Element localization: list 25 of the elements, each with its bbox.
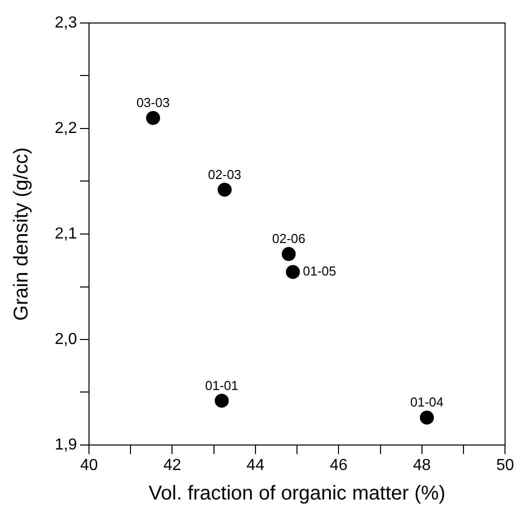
y-tick-label: 2,1 bbox=[54, 225, 78, 242]
point bbox=[218, 182, 232, 197]
x-tick-label: 44 bbox=[246, 457, 264, 474]
point bbox=[146, 110, 160, 125]
y-axis-title: Grain density (g/cc) bbox=[10, 147, 33, 321]
x-tick-label: 48 bbox=[412, 457, 431, 474]
y-tick-label: 1,9 bbox=[54, 436, 78, 454]
x-tick-label: 50 bbox=[496, 457, 514, 474]
annotation: 03-03 bbox=[136, 95, 170, 110]
x-tick-label: 40 bbox=[80, 457, 98, 474]
x-axis-title: Vol. fraction of organic matter (%) bbox=[148, 482, 446, 505]
annotation: 01-01 bbox=[205, 378, 238, 393]
x-tick-label: 42 bbox=[163, 457, 182, 474]
point bbox=[286, 264, 300, 279]
point bbox=[420, 410, 434, 425]
annotation: 02-06 bbox=[272, 231, 306, 246]
annotation: 01-04 bbox=[410, 394, 444, 410]
point bbox=[282, 247, 296, 262]
y-tick-label: 2,0 bbox=[54, 330, 78, 348]
annotation: 02-03 bbox=[208, 166, 242, 182]
point bbox=[214, 394, 229, 408]
y-tick-label: 2,3 bbox=[54, 14, 78, 32]
annotation: 01-05 bbox=[302, 264, 336, 279]
x-tick-label: 46 bbox=[330, 457, 348, 474]
y-tick-label: 2,2 bbox=[54, 120, 78, 137]
